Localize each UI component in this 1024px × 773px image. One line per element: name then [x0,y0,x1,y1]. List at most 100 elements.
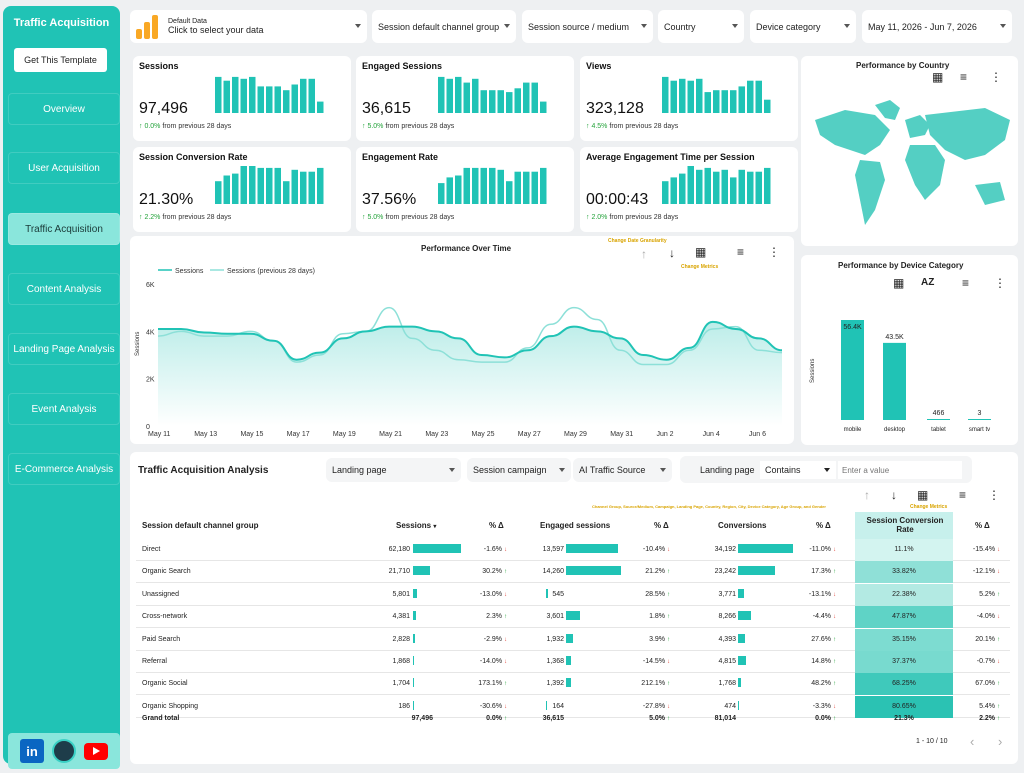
youtube-icon[interactable] [84,742,108,760]
col-header-sessions-pct[interactable]: % Δ [489,521,504,530]
chevron-down-icon [504,24,510,28]
filter-icon[interactable]: ≡ [959,488,967,502]
arrow-down-icon: ↓ [667,703,670,710]
looker-studio-icon[interactable] [52,739,76,763]
device-bar-tablet[interactable] [927,419,950,420]
kpi-bar [679,173,686,204]
table-row[interactable]: Direct 62,180 -1.6% ↓ 13,597 -10.4% ↓ 34… [136,539,1010,561]
col-header-engaged[interactable]: Engaged sessions [540,521,611,530]
col-header-channel-group[interactable]: Session default channel group [142,521,259,530]
contains-select[interactable]: Contains [760,461,836,479]
arrow-up-icon: ↑ [667,569,670,576]
more-options-icon[interactable]: ⋮ [768,245,780,259]
col-header-engaged-pct[interactable]: % Δ [654,521,669,530]
value-input[interactable] [838,461,962,479]
conversions-bar [738,611,752,621]
filter-session-campaign[interactable]: Session campaign [467,458,571,482]
prev-page-icon[interactable]: ‹ [970,734,975,749]
pct-value: 67.0% [975,680,996,688]
table-row[interactable]: Paid Search 2,828 -2.9% ↓ 1,932 3.9% ↑ 4… [136,628,1010,651]
pct-value: -1.6% [483,546,503,553]
table-row[interactable]: Unassigned 5,801 -13.0% ↓ 545 28.5% ↑ 3,… [136,583,1010,606]
table-row[interactable]: Organic Social 1,704 173.1% ↑ 1,392 212.… [136,673,1010,696]
drill-up-icon[interactable]: ↑ [641,247,647,261]
kpi-bar [308,171,315,204]
table-row[interactable]: Organic Search 21,710 30.2% ↑ 14,260 21.… [136,561,1010,584]
arrow-down-icon: ↓ [504,659,507,665]
more-options-icon[interactable]: ⋮ [994,276,1006,290]
drill-down-icon[interactable]: ↓ [669,246,675,260]
filter-source-medium[interactable]: Session source / medium [522,10,653,43]
sidebar-item-landing-page-analysis[interactable]: Landing Page Analysis [8,333,120,365]
drill-up-icon[interactable]: ↑ [864,488,870,502]
optional-metrics-icon[interactable]: ▦ [695,245,707,259]
kpi-delta: ↑ 2.0% from previous 28 days [586,214,678,221]
get-template-button[interactable]: Get This Template [14,48,107,72]
date-range-picker[interactable]: May 11, 2026 - Jun 7, 2026 [862,10,1012,43]
filter-icon[interactable]: ≡ [962,276,970,290]
device-panel-title: Performance by Device Category [838,261,964,270]
device-bar-desktop[interactable] [883,342,906,420]
y-tick-label: 4K [146,329,155,336]
col-header-rate-pct[interactable]: % Δ [975,521,990,530]
kpi-bar [523,82,530,113]
table-row[interactable]: Referral 1,868 -14.0% ↓ 1,368 -14.5% ↓ 4… [136,651,1010,673]
device-bar-mobile[interactable] [841,320,864,420]
kpi-bar [308,78,315,113]
device-value-label: 3 [978,410,982,417]
filter-icon[interactable]: ≡ [960,70,968,84]
device-bar-smart-tv[interactable] [968,419,991,420]
optional-metrics-icon[interactable]: ▦ [932,70,944,84]
sessions-previous-line[interactable] [157,306,783,366]
cell-engaged-pct: -10.4% ↓ [630,546,670,553]
col-header-conversions-pct[interactable]: % Δ [816,521,831,530]
table-row[interactable]: Organic Shopping 186 -30.6% ↓ 164 -27.8%… [136,695,1010,718]
kpi-card-session-conversion-rate: Session Conversion Rate 21.30% ↑ 2.2% fr… [133,147,351,232]
col-header-conversions[interactable]: Conversions [718,521,767,530]
data-source-selector[interactable]: Default Data Click to select your data [130,10,367,43]
cell-rate-pct: 67.0% ↑ [964,680,1000,687]
next-page-icon[interactable]: › [998,734,1003,749]
filter-channel-group[interactable]: Session default channel group [372,10,516,43]
more-options-icon[interactable]: ⋮ [990,70,1002,84]
sidebar-item-user-acquisition[interactable]: User Acquisition [8,152,120,184]
drill-down-icon[interactable]: ↓ [891,488,897,502]
kpi-bar [266,167,273,204]
kpi-sparkbars [662,76,771,113]
kpi-bar [497,169,504,204]
sidebar-item-content-analysis[interactable]: Content Analysis [8,273,120,305]
kpi-bar [704,92,711,113]
kpi-bar [240,166,247,204]
sidebar-item-overview[interactable]: Overview [8,93,120,125]
col-header-conversion-rate[interactable]: Session Conversion Rate [866,516,944,534]
kpi-delta-up-icon: ↑ [139,214,143,221]
filter-icon[interactable]: ≡ [737,245,745,259]
sort-az-icon[interactable]: AZ [921,277,935,288]
sidebar-item-traffic-acquisition[interactable]: Traffic Acquisition [8,213,120,245]
linkedin-icon[interactable]: in [20,739,44,763]
optional-metrics-icon[interactable]: ▦ [893,276,905,290]
filter-landing-page[interactable]: Landing page [326,458,461,482]
legend-label[interactable]: Sessions [175,268,204,275]
sidebar-item-event-analysis[interactable]: Event Analysis [8,393,120,425]
arrow-down-icon: ↓ [833,591,836,598]
filter-device-category[interactable]: Device category [750,10,856,43]
sessions-line[interactable] [158,320,783,361]
pct-value: -4.4% [812,613,832,621]
filter-ai-traffic-source[interactable]: AI Traffic Source [573,458,672,482]
optional-metrics-icon[interactable]: ▦ [917,488,929,502]
table-row[interactable]: Cross-network 4,381 2.3% ↑ 3,601 1.8% ↑ … [136,606,1010,629]
kpi-bar [523,171,530,204]
rate-heat-cell [855,561,953,584]
col-header-sessions[interactable]: Sessions ▾ [396,521,436,530]
sidebar-item-e-commerce-analysis[interactable]: E-Commerce Analysis [8,453,120,485]
more-options-icon[interactable]: ⋮ [988,488,1000,502]
cell-conversions: 34,192 [714,546,736,553]
filter-country[interactable]: Country [658,10,744,43]
legend-label[interactable]: Sessions (previous 28 days) [227,268,315,275]
kpi-bar [232,173,239,204]
cell-rate-pct: -4.0% ↓ [964,613,1000,620]
world-map[interactable] [805,100,1015,240]
kpi-value: 00:00:43 [586,191,649,208]
x-tick-label: Jun 4 [703,431,720,438]
